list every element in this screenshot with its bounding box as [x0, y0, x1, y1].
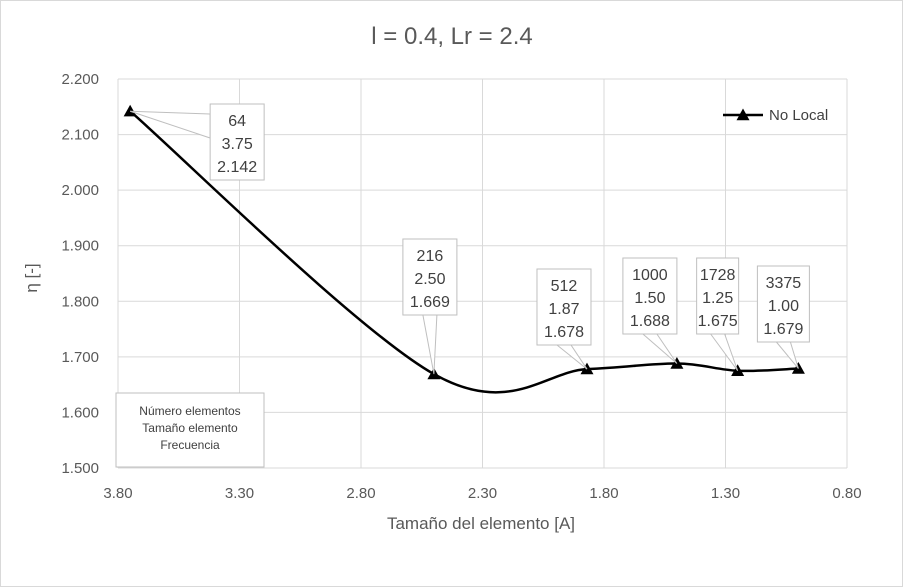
legend: No Local — [723, 107, 828, 124]
y-tick-label: 1.500 — [61, 460, 99, 477]
callout-value: 1.678 — [544, 324, 584, 341]
y-axis-title: η [-] — [22, 263, 41, 292]
data-point-marker — [123, 104, 137, 117]
series-line-no-local — [129, 110, 799, 394]
label-key-box-border — [115, 392, 265, 468]
callout-value: 1000 — [632, 267, 668, 284]
y-tick-label: 2.000 — [61, 182, 99, 199]
callout-value: 1728 — [700, 267, 736, 284]
data-callout: 3375 1.00 1.679 — [756, 265, 810, 369]
x-tick-label: 3.80 — [103, 485, 132, 502]
callout-box — [209, 103, 265, 181]
callout-value: 1.25 — [702, 290, 733, 307]
x-tick-label: 2.30 — [468, 485, 497, 502]
callout-box — [622, 257, 678, 335]
y-tick-label: 1.800 — [61, 293, 99, 310]
legend-marker — [736, 108, 750, 121]
callout-leader — [709, 333, 739, 372]
x-tick-label: 1.30 — [711, 485, 740, 502]
callout-value: 64 — [228, 113, 246, 130]
callout-value: 1.87 — [548, 301, 579, 318]
callout-leader — [129, 110, 211, 139]
chart-title: l = 0.4, Lr = 2.4 — [371, 23, 532, 50]
legend-label: No Local — [769, 107, 828, 124]
callout-leader — [641, 333, 678, 364]
y-tick-label: 1.900 — [61, 238, 99, 255]
data-callout: 1000 1.50 1.688 — [622, 257, 678, 364]
callout-value: 3.75 — [222, 136, 253, 153]
callout-value: 2.50 — [414, 271, 445, 288]
callout-value: 1.679 — [763, 321, 803, 338]
data-callout: 512 1.87 1.678 — [536, 268, 592, 370]
callout-leader — [775, 341, 799, 369]
x-tick-label: 0.80 — [832, 485, 861, 502]
callout-box — [536, 268, 592, 346]
callout-leader — [422, 314, 438, 375]
callout-value: 216 — [417, 248, 444, 265]
callout-value: 1.00 — [768, 298, 799, 315]
y-tick-label: 1.700 — [61, 349, 99, 366]
x-tick-label: 3.30 — [225, 485, 254, 502]
callout-value: 1.675 — [698, 313, 738, 330]
x-tick-label: 1.80 — [589, 485, 618, 502]
callout-box — [696, 257, 740, 335]
y-tick-label: 1.600 — [61, 404, 99, 421]
label-key-line: Tamaño elemento — [142, 421, 238, 435]
x-axis-title: Tamaño del elemento [A] — [387, 514, 575, 533]
data-callout: 64 3.75 2.142 — [129, 103, 265, 181]
callout-value: 1.50 — [634, 290, 665, 307]
data-callouts: 643.752.1422162.501.6695121.871.67810001… — [129, 103, 810, 375]
callout-value: 2.142 — [217, 159, 257, 176]
label-key-box: Número elementos Tamaño elemento Frecuenci… — [115, 392, 265, 468]
data-callout: 216 2.50 1.669 — [402, 238, 458, 375]
data-callout: 1728 1.25 1.675 — [696, 257, 740, 372]
x-tick-labels: 3.80 3.30 2.80 2.30 1.80 1.30 0.80 — [103, 485, 861, 502]
y-tick-label: 2.100 — [61, 127, 99, 144]
callout-value: 1.669 — [410, 294, 450, 311]
label-key-line: Número elementos — [139, 404, 240, 418]
callout-value: 512 — [551, 278, 578, 295]
callout-box — [756, 265, 810, 343]
x-tick-label: 2.80 — [346, 485, 375, 502]
callout-box — [402, 238, 458, 316]
y-tick-labels: 2.200 2.100 2.000 1.900 1.800 1.700 1.600 1.500 — [61, 71, 99, 477]
y-tick-label: 2.200 — [61, 71, 99, 88]
callout-value: 3375 — [766, 275, 802, 292]
callout-value: 1.688 — [630, 313, 670, 330]
label-key-line: Frecuencia — [160, 438, 220, 452]
